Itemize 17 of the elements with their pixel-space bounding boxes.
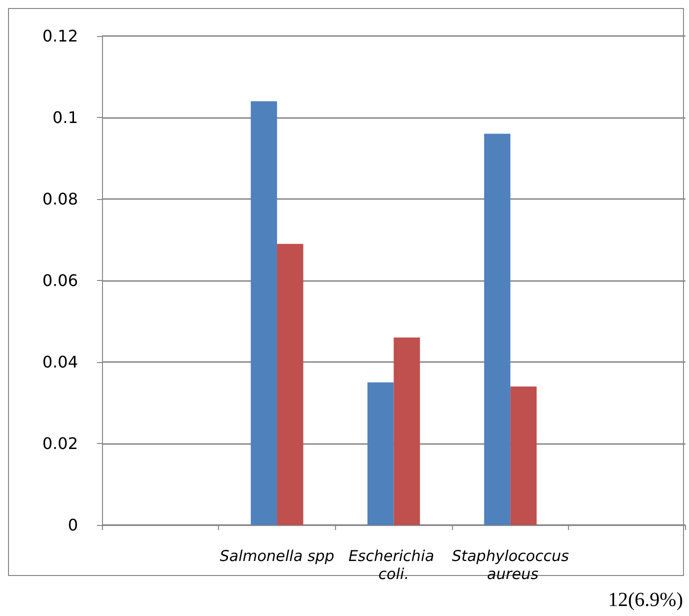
y-tick-label: 0.06	[42, 271, 78, 290]
x-tick-label: Escherichia coli.	[348, 547, 439, 583]
y-tick-label: 0	[68, 516, 78, 534]
x-tick-label: Staphylococcus aureus	[452, 547, 570, 583]
bar	[250, 101, 278, 525]
y-tick-label: 0.08	[42, 190, 78, 208]
bar	[277, 244, 304, 525]
bar	[484, 134, 510, 525]
bar	[367, 382, 394, 525]
text: 12(6.9%)	[608, 589, 683, 612]
bar	[510, 386, 537, 525]
y-tick-label: 0.12	[42, 26, 78, 46]
y-tick-label: 0.04	[42, 352, 78, 372]
bar	[394, 338, 420, 525]
x-tick-label: Salmonella spp	[220, 547, 334, 565]
y-tick-label: 0.02	[42, 434, 78, 453]
y-tick-label: 0.1	[52, 108, 78, 127]
